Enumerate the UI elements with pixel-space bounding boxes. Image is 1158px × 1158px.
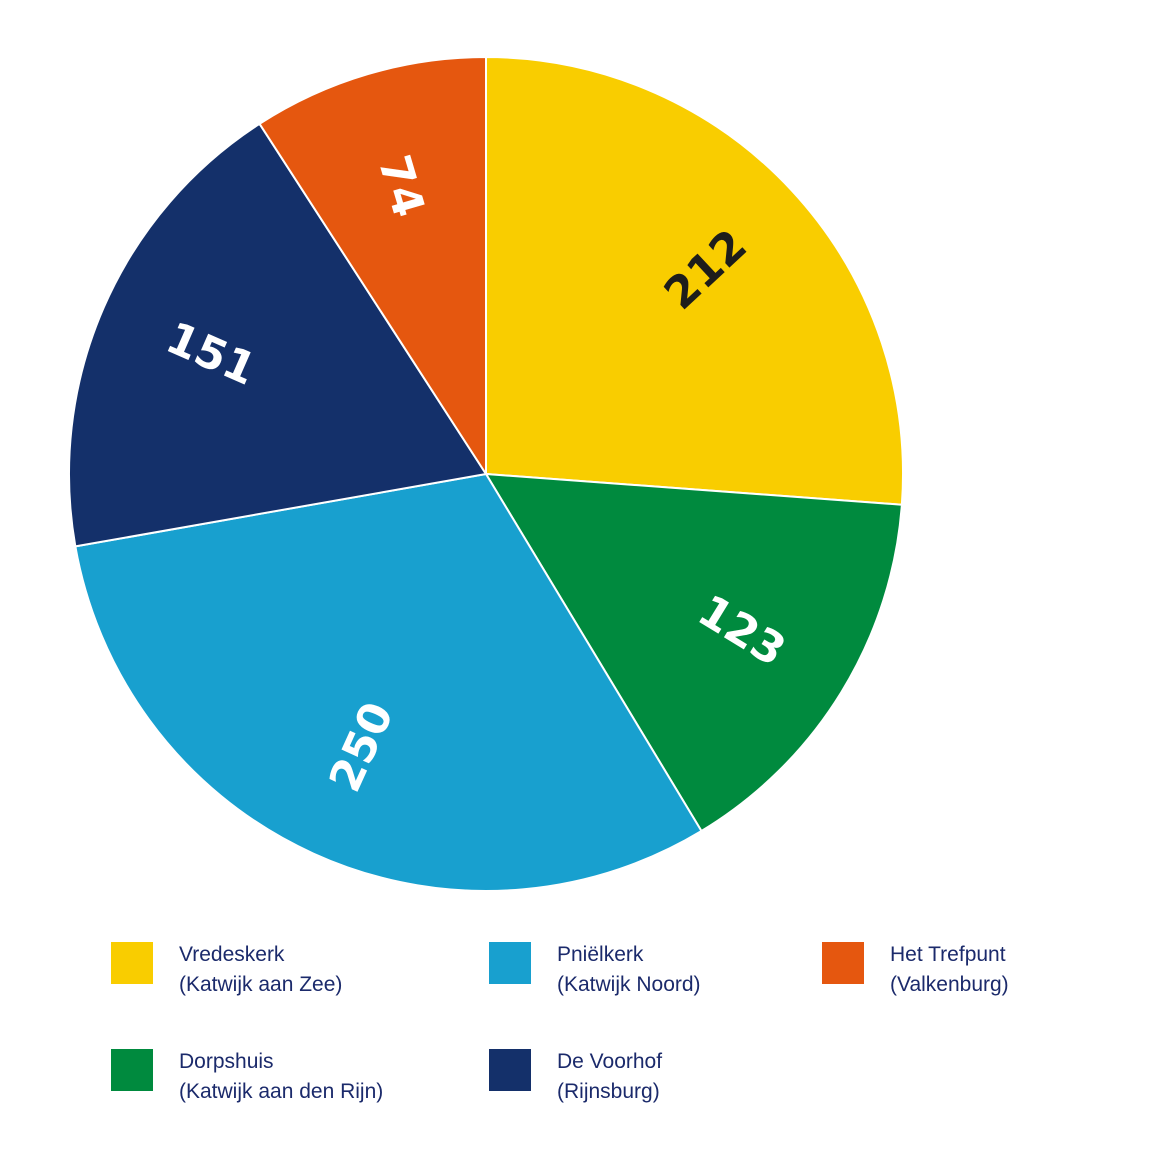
pie-slice-het-trefpunt xyxy=(258,56,487,475)
pie-slice-vredeskerk xyxy=(485,56,904,506)
pie-slice-de-voorhof xyxy=(68,122,487,548)
pie-slice-pni-lkerk xyxy=(74,473,703,892)
pie-slice-dorpshuis xyxy=(485,473,903,833)
